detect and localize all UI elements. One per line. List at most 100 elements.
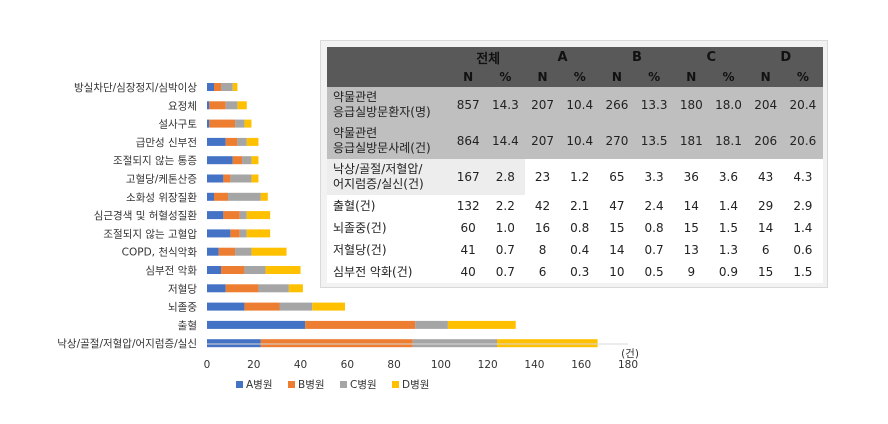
bar-segment	[207, 192, 215, 201]
bar-segment	[207, 119, 210, 128]
x-tick-label: 160	[571, 359, 591, 371]
table-cell: 9	[674, 261, 709, 283]
table-subheader: %	[559, 67, 600, 87]
legend-label: C병원	[350, 379, 377, 391]
bar-segment	[232, 83, 238, 91]
x-tick-label: 60	[341, 359, 354, 371]
legend-label: A병원	[246, 379, 273, 391]
x-tick-label: 20	[247, 359, 260, 371]
category-label: 심부전 악화	[145, 265, 197, 277]
table-cell: 47	[599, 195, 635, 217]
table-cell: 0.9	[708, 261, 749, 283]
bar-segment	[244, 302, 280, 311]
table-subheader-row: N% N% N% N% N%	[327, 67, 823, 87]
table-cell: 132	[451, 195, 486, 217]
bar-segment	[225, 101, 238, 110]
legend-label: D병원	[402, 379, 429, 391]
table-cell: 29	[748, 195, 783, 217]
bar-segment	[235, 119, 245, 128]
table-cell: 207	[525, 123, 560, 159]
table-cell: 204	[748, 87, 783, 123]
table-cell: 857	[451, 87, 486, 123]
category-label: 심근경색 및 허혈성질환	[94, 209, 198, 222]
table-cell: 20.6	[782, 123, 823, 159]
table-cell: 14	[674, 195, 709, 217]
table-cell: 2.9	[782, 195, 823, 217]
bar-segment	[260, 339, 413, 348]
table-cell: 181	[674, 123, 709, 159]
table-cell: 60	[451, 217, 486, 239]
table-cell: 13.3	[634, 87, 675, 123]
table-cell: 6	[748, 239, 783, 261]
table-cell: 43	[748, 159, 783, 195]
table-cell: 15	[748, 261, 783, 283]
legend-swatch	[392, 381, 399, 388]
x-tick-label: 40	[294, 359, 307, 371]
x-axis-unit: (건)	[621, 348, 639, 360]
bars-group	[207, 83, 598, 348]
table-cell: 1.0	[485, 217, 526, 239]
bar-segment	[279, 302, 313, 311]
bar-segment	[232, 156, 243, 165]
bar-segment	[246, 211, 271, 220]
bar-segment	[207, 284, 226, 293]
table-cell: 207	[525, 87, 560, 123]
summary-table-panel: 전체 A B C D N% N% N% N% N% 약물관련 응급실방문환자(명) 857 14.3 2…	[320, 40, 828, 288]
table-cell: 2.1	[559, 195, 600, 217]
table-subheader: N	[525, 67, 560, 87]
bar-segment	[447, 320, 516, 329]
category-label: 고혈당/케톤산증	[126, 173, 197, 186]
table-subheader: N	[748, 67, 783, 87]
bar-segment	[497, 339, 598, 348]
table-corner-cell	[327, 67, 451, 87]
x-tick-label: 0	[204, 359, 211, 371]
bar-segment	[260, 192, 268, 201]
bar-segment	[251, 174, 259, 183]
table-cell: 270	[599, 123, 635, 159]
table-cell: 180	[674, 87, 709, 123]
table-cell: 3.6	[708, 159, 749, 195]
table-body: 약물관련 응급실방문환자(명) 857 14.3 207 10.4 266 13.3 180 18…	[327, 87, 823, 283]
x-tick-label: 80	[387, 359, 400, 371]
bar-segment	[412, 339, 498, 348]
table-cell: 2.4	[634, 195, 675, 217]
bar-segment	[230, 229, 240, 238]
table-cell: 1.2	[559, 159, 600, 195]
table-subheader: N	[451, 67, 486, 87]
table-cell: 8	[525, 239, 560, 261]
table-row-label: 심부전 악화(건)	[327, 261, 451, 283]
table-row-label: 약물관련 응급실방문환자(명)	[327, 87, 451, 123]
bar-segment	[221, 83, 233, 91]
table-subheader: %	[782, 67, 823, 87]
legend-label: B병원	[298, 379, 325, 391]
table-cell: 6	[525, 261, 560, 283]
table-cell: 0.3	[559, 261, 600, 283]
table-cell: 1.5	[708, 217, 749, 239]
table-cell: 0.6	[782, 239, 823, 261]
table-cell: 13.5	[634, 123, 675, 159]
category-label: 출혈	[178, 319, 197, 332]
bar-segment	[230, 174, 252, 183]
table-cell: 16	[525, 217, 560, 239]
bar-segment	[225, 284, 259, 293]
legend-swatch	[236, 381, 243, 388]
category-label: COPD, 천식악화	[122, 247, 198, 259]
bar-segment	[225, 137, 238, 146]
bar-segment	[223, 174, 231, 183]
bar-segment	[312, 302, 345, 311]
table-cell: 10	[599, 261, 635, 283]
category-label: 소화성 위장질환	[126, 191, 197, 204]
bar-segment	[251, 156, 259, 165]
table-cell: 1.5	[782, 261, 823, 283]
category-label: 저혈당	[168, 282, 197, 295]
bar-segment	[207, 247, 219, 256]
bar-segment	[214, 83, 222, 91]
bar-segment	[242, 156, 252, 165]
category-label: 뇌졸중	[168, 302, 197, 314]
category-label: 급만성 신부전	[136, 137, 197, 149]
bar-segment	[207, 101, 210, 110]
table-cell: 10.4	[559, 123, 600, 159]
table-row-label: 출혈(건)	[327, 195, 451, 217]
